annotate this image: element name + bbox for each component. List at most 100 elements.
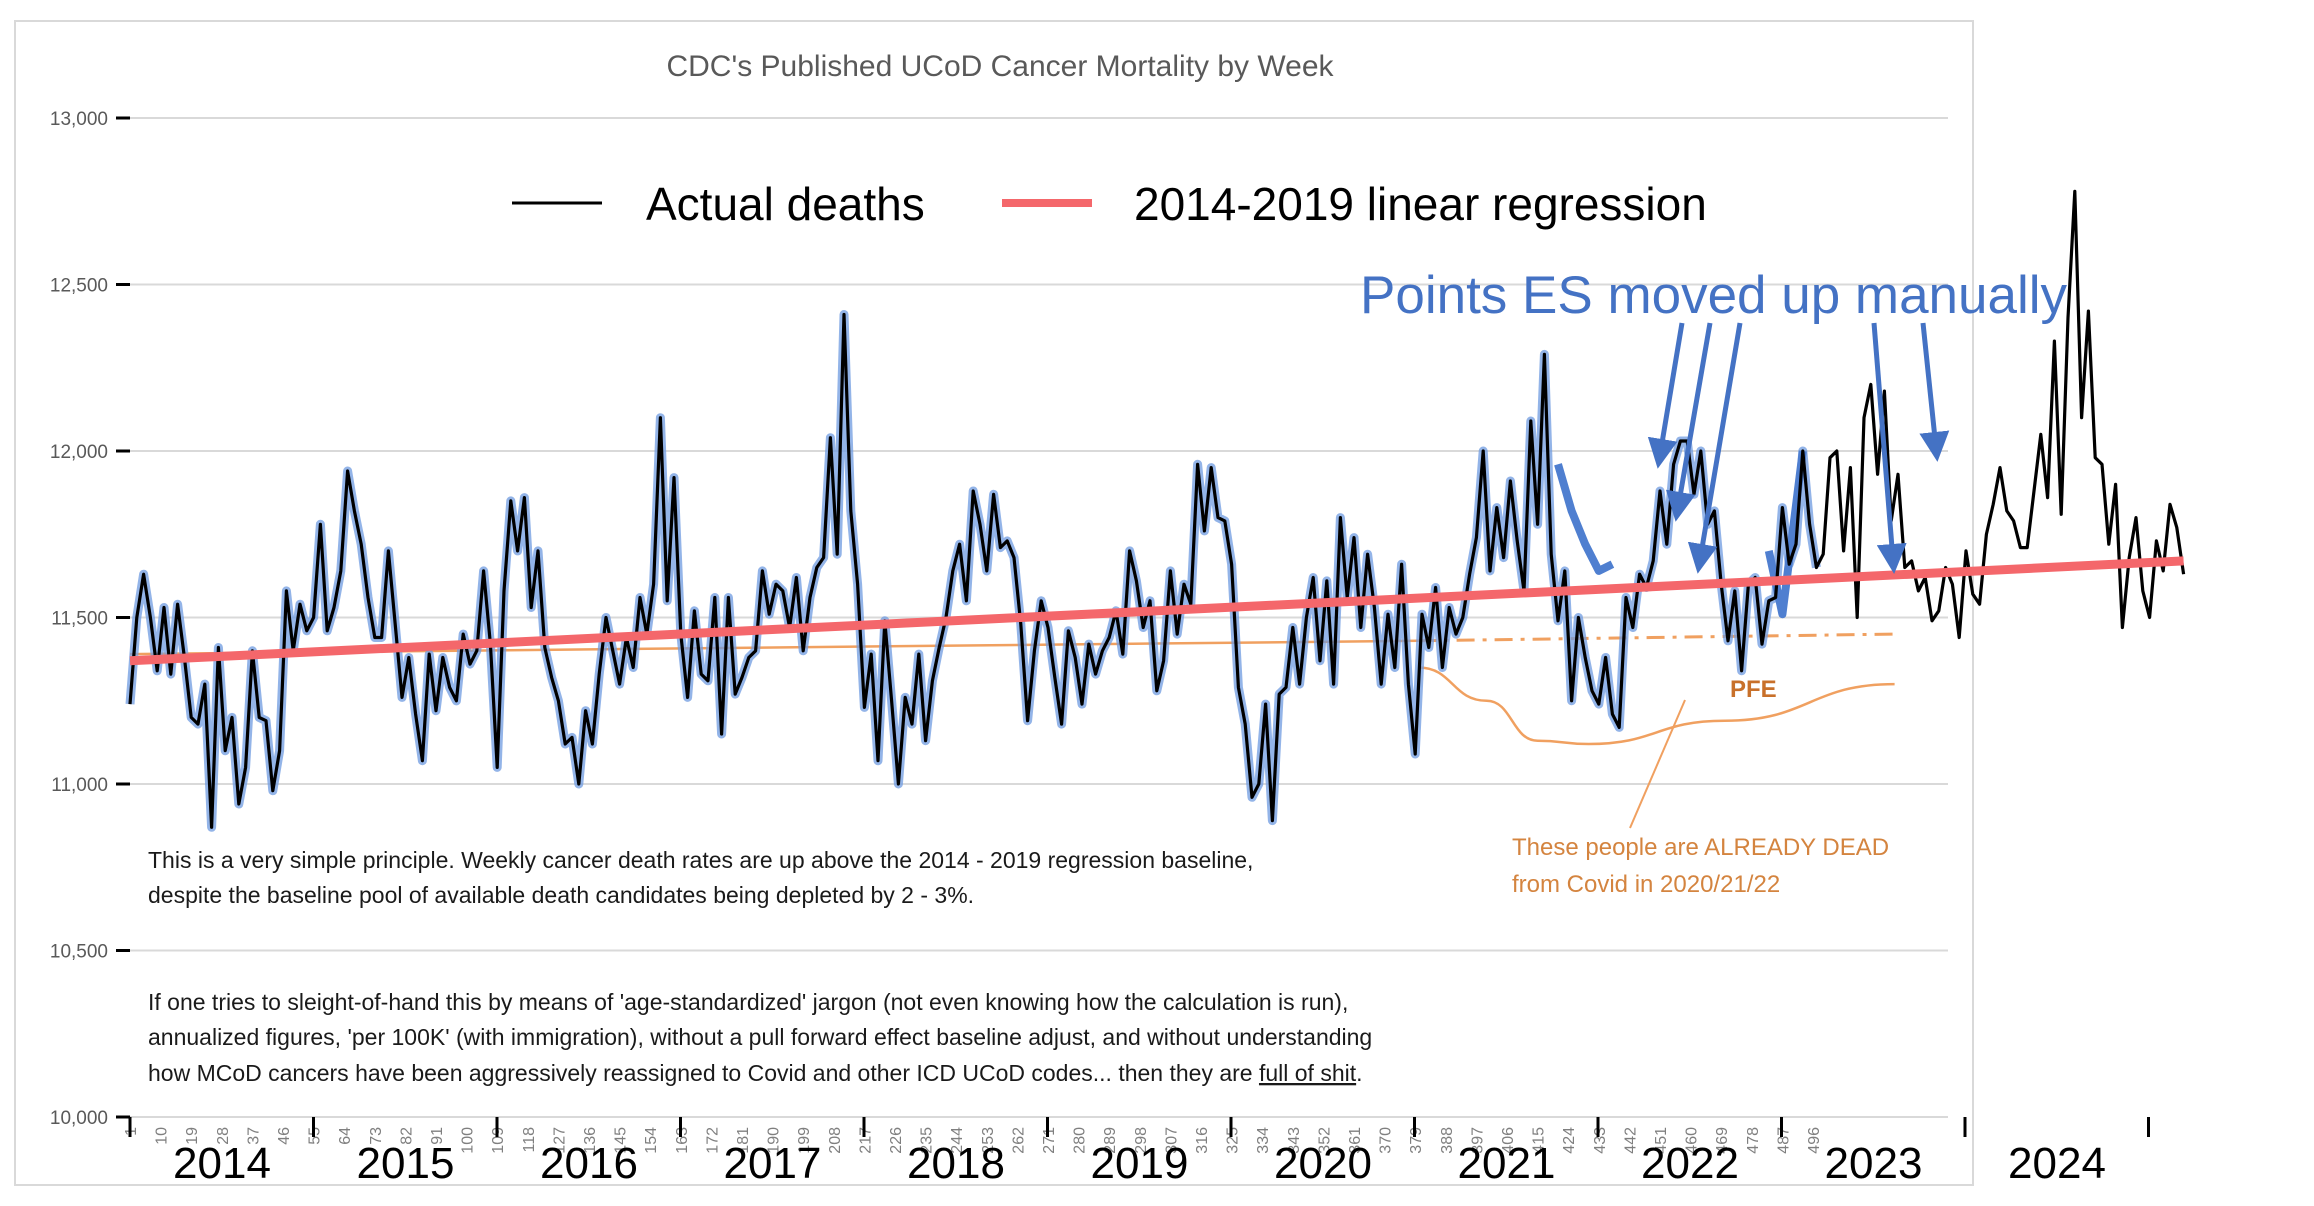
week-tick-label: 415 xyxy=(1531,1127,1548,1154)
y-tick-label: 13,000 xyxy=(50,109,108,130)
week-tick-label: 73 xyxy=(368,1127,385,1145)
note-paragraph1-line1: This is a very simple principle. Weekly … xyxy=(148,847,1253,873)
week-tick-label: 226 xyxy=(888,1127,905,1154)
week-tick-label: 217 xyxy=(857,1127,874,1154)
es-moved-series-a xyxy=(1554,463,1615,575)
week-tick-label: 478 xyxy=(1745,1127,1762,1154)
week-tick-label: 361 xyxy=(1347,1127,1364,1154)
es-moved-annotation: Points ES moved up manually xyxy=(1360,266,2068,325)
year-label: 2017 xyxy=(724,1139,822,1188)
week-tick-label: 163 xyxy=(674,1127,691,1154)
year-label: 2020 xyxy=(1274,1139,1372,1188)
week-tick-label: 64 xyxy=(337,1127,354,1145)
week-tick-label: 199 xyxy=(796,1127,813,1154)
already-dead-note-line2: from Covid in 2020/21/22 xyxy=(1512,871,1780,898)
note-paragraph2-line1: If one tries to sleight-of-hand this by … xyxy=(148,989,1348,1015)
y-tick-label: 10,500 xyxy=(50,942,108,963)
week-tick-label: 280 xyxy=(1072,1127,1089,1154)
week-tick-label: 289 xyxy=(1102,1127,1119,1154)
week-tick-label: 496 xyxy=(1806,1127,1823,1154)
year-label: 2014 xyxy=(173,1139,271,1188)
annotation-layer xyxy=(1647,322,1950,574)
week-tick-label: 433 xyxy=(1592,1127,1609,1154)
pfe-label: PFE xyxy=(1730,676,1777,703)
week-tick-label: 334 xyxy=(1255,1127,1272,1154)
week-tick-label: 442 xyxy=(1622,1127,1639,1154)
gridlines xyxy=(130,117,1948,1118)
week-tick-label: 253 xyxy=(980,1127,997,1154)
legend: Actual deaths 2014-2019 linear regressio… xyxy=(512,178,1707,230)
legend-label-regression: 2014-2019 linear regression xyxy=(1134,178,1707,230)
blue-arrow-icon xyxy=(1687,322,1743,574)
note-paragraph1-line2: despite the baseline pool of available d… xyxy=(148,882,974,908)
week-tick-label: 91 xyxy=(429,1127,446,1145)
year-label: 2015 xyxy=(357,1139,455,1188)
regression-line xyxy=(129,556,2184,666)
chart-frame xyxy=(14,20,1974,1186)
week-tick-label: 109 xyxy=(490,1127,507,1154)
week-tick-label: 145 xyxy=(613,1127,630,1154)
week-tick-label: 172 xyxy=(704,1127,721,1154)
week-tick-label: 244 xyxy=(949,1127,966,1154)
year-label: 2024 xyxy=(2008,1139,2106,1188)
baseline-line-dashdot xyxy=(1418,632,1895,643)
week-tick-label: 298 xyxy=(1133,1127,1150,1154)
actual-deaths-line xyxy=(128,189,2186,829)
week-tick-label: 451 xyxy=(1653,1127,1670,1154)
year-label: 2018 xyxy=(907,1139,1005,1188)
y-tick-label: 11,000 xyxy=(51,775,108,796)
week-tick-label: 127 xyxy=(551,1127,568,1154)
blue-arrow-icon xyxy=(1665,322,1713,522)
week-tick-label: 100 xyxy=(460,1127,477,1154)
y-tick-label: 12,500 xyxy=(50,276,108,297)
blue-arrow-icon xyxy=(1919,322,1950,462)
y-axis: 10,000 10,500 11,000 11,500 12,000 12,500 13,0… xyxy=(50,109,130,1129)
x-axis: 1101928374655647382911001091181271361451… xyxy=(123,1117,2150,1188)
week-tick-label: 37 xyxy=(245,1127,262,1145)
pfe-curve xyxy=(1418,666,1895,746)
week-tick-label: 316 xyxy=(1194,1127,1211,1154)
es-moved-series-b xyxy=(1764,450,1807,619)
week-tick-label: 460 xyxy=(1684,1127,1701,1154)
week-tick-label: 181 xyxy=(735,1127,752,1154)
week-tick-label: 208 xyxy=(827,1127,844,1154)
week-tick-label: 406 xyxy=(1500,1127,1517,1154)
week-tick-label: 46 xyxy=(276,1127,293,1145)
year-label: 2023 xyxy=(1825,1139,1923,1188)
year-label: 2022 xyxy=(1641,1139,1739,1188)
week-tick-label: 262 xyxy=(1010,1127,1027,1154)
week-tick-label: 469 xyxy=(1714,1127,1731,1154)
week-tick-label: 379 xyxy=(1408,1127,1425,1154)
series-layer xyxy=(125,189,2186,832)
week-tick-label: 307 xyxy=(1163,1127,1180,1154)
week-tick-label: 19 xyxy=(184,1127,201,1145)
note-line3-underlined: full of shit xyxy=(1259,1060,1357,1086)
y-tick-label: 12,000 xyxy=(50,442,108,463)
week-tick-label: 190 xyxy=(766,1127,783,1154)
week-tick-label: 235 xyxy=(919,1127,936,1154)
week-tick-label: 271 xyxy=(1041,1127,1058,1154)
note-paragraph2-line2: annualized figures, 'per 100K' (with imm… xyxy=(148,1024,1372,1050)
week-tick-label: 154 xyxy=(643,1127,660,1154)
year-label: 2021 xyxy=(1458,1139,1556,1188)
week-tick-label: 352 xyxy=(1316,1127,1333,1154)
y-tick-label: 10,000 xyxy=(50,1108,108,1129)
week-tick-label: 343 xyxy=(1286,1127,1303,1154)
week-tick-label: 82 xyxy=(398,1127,415,1145)
note-paragraph2-line3: how MCoD cancers have been aggressively … xyxy=(148,1060,1363,1086)
week-tick-label: 118 xyxy=(521,1127,538,1153)
week-tick-label: 28 xyxy=(215,1127,232,1145)
week-tick-label: 10 xyxy=(154,1127,171,1145)
chart-title: CDC's Published UCoD Cancer Mortality by… xyxy=(666,50,1334,83)
week-tick-label: 397 xyxy=(1469,1127,1486,1154)
week-tick-label: 487 xyxy=(1775,1127,1792,1154)
y-tick-label: 11,500 xyxy=(51,609,108,630)
blue-arrow-icon xyxy=(1647,322,1685,469)
week-tick-label: 325 xyxy=(1225,1127,1242,1154)
legend-label-actual: Actual deaths xyxy=(646,178,925,230)
week-tick-label: 424 xyxy=(1561,1127,1578,1154)
year-label: 2016 xyxy=(540,1139,638,1188)
already-dead-note-line1: These people are ALREADY DEAD xyxy=(1512,834,1889,861)
week-tick-label: 136 xyxy=(582,1127,599,1154)
